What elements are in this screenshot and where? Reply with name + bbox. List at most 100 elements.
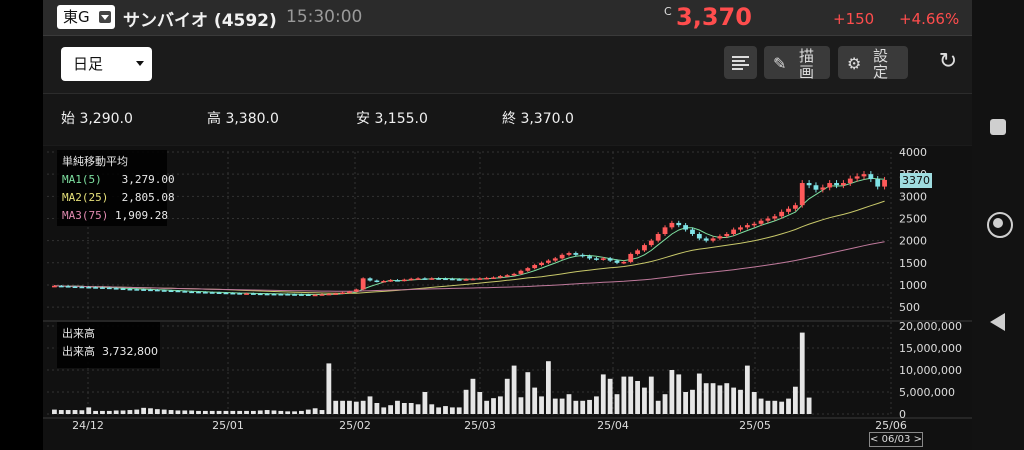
volume-bar (470, 378, 476, 414)
price-tick-label: 1500 (899, 257, 927, 270)
ma1-name: MA1(5) (62, 173, 102, 186)
volume-legend-row: 出来高 3,732,800 (62, 343, 158, 361)
volume-bar (532, 387, 538, 414)
volume-bar (676, 374, 682, 414)
chart-area[interactable]: 400035003000250020001500100050020,000,00… (43, 146, 972, 450)
candlestick-chart[interactable]: 400035003000250020001500100050020,000,00… (43, 146, 972, 450)
candle-body (65, 286, 71, 288)
candle-body (813, 185, 819, 190)
time-tick-label: 25/02 (339, 419, 371, 432)
ohlc-close-value: 3,370.0 (520, 111, 574, 127)
time-tick-label: 25/04 (597, 419, 629, 432)
volume-bar (285, 411, 291, 414)
volume-bar (401, 403, 407, 414)
volume-bar (408, 403, 414, 414)
candle-body (86, 286, 92, 289)
candle-body (189, 291, 195, 294)
volume-bar (799, 332, 805, 414)
settings-button[interactable]: ⚙ 設定 (838, 46, 908, 79)
candle-body (422, 278, 428, 280)
ohlc-close: 終 3,370.0 (502, 108, 574, 128)
indicator-list-button[interactable] (724, 46, 757, 79)
candle-body (127, 288, 133, 291)
candle-body (690, 229, 695, 234)
volume-legend-title: 出来高 (62, 327, 95, 340)
candle-body (628, 253, 634, 262)
candle-body (559, 254, 565, 259)
period-select[interactable]: 日足 (61, 47, 152, 81)
candle-body (765, 218, 771, 221)
candle-body (669, 222, 675, 228)
candle-body (861, 174, 867, 177)
candle-body (223, 292, 229, 295)
volume-bar (161, 409, 167, 414)
pencil-icon: ✎ (773, 54, 787, 73)
volume-tick-label: 5,000,000 (899, 386, 955, 399)
volume-bar (724, 383, 730, 414)
market-select[interactable]: 東G (57, 5, 115, 29)
date-cursor-tag[interactable]: < 06/03 > (869, 432, 923, 447)
candle-body (113, 288, 119, 290)
candle-body (367, 278, 373, 281)
volume-bar (415, 404, 421, 414)
volume-tick-label: 15,000,000 (899, 342, 962, 355)
candle-body (292, 294, 297, 296)
back-icon[interactable] (986, 310, 1010, 334)
volume-tick-label: 10,000,000 (899, 364, 962, 377)
candle-body (106, 287, 112, 290)
volume-bar (456, 407, 462, 414)
time-tick-label: 25/05 (739, 419, 771, 432)
volume-bar (545, 361, 551, 414)
candle-body (635, 250, 640, 254)
candle-body (497, 276, 503, 278)
gear-icon: ⚙ (847, 54, 862, 73)
volume-bar (559, 398, 565, 414)
candle-body (882, 179, 887, 187)
volume-label: 出来高 (62, 345, 95, 358)
candle-body (299, 294, 304, 296)
volume-value: 3,732,800 (102, 345, 158, 358)
candle-body (758, 220, 764, 224)
volume-bar (65, 410, 71, 414)
volume-bar (100, 410, 105, 414)
volume-bar (710, 383, 716, 414)
volume-bar (600, 374, 606, 414)
draw-button[interactable]: ✎ 描画 (764, 46, 830, 79)
volume-bar (587, 399, 592, 414)
candle-body (353, 289, 359, 292)
candle-body (580, 254, 586, 257)
volume-bar (491, 398, 496, 414)
volume-bar (360, 400, 366, 414)
candle-body (806, 183, 812, 186)
candle-body (724, 234, 730, 237)
period-select-value: 日足 (73, 55, 104, 73)
chart-app: 東G サンバイオ (4592) 15:30:00 C 3,370 +150 +4… (43, 0, 972, 450)
volume-bar (552, 398, 558, 414)
volume-bar (381, 407, 387, 414)
draw-button-label: 描画 (799, 48, 827, 79)
volume-bar (237, 410, 243, 414)
stock-name: サンバイオ (4592) (123, 11, 277, 31)
volume-bar (580, 400, 586, 414)
volume-bar (786, 398, 791, 414)
candle-body (216, 292, 222, 295)
ma-legend: 単純移動平均 MA1(5) 3,279.00 MA2(25) 2,805.08 … (57, 150, 175, 226)
volume-bar (648, 376, 654, 414)
recent-apps-icon[interactable] (986, 115, 1010, 139)
candle-body (470, 278, 476, 281)
candle-body (532, 265, 538, 269)
ohlc-bar: 始 3,290.0 高 3,380.0 安 3,155.0 終 3,370.0 (43, 93, 972, 145)
volume-bar (148, 408, 153, 414)
volume-bar (72, 410, 78, 414)
refresh-icon[interactable]: ↻ (938, 49, 958, 74)
chevron-down-icon (99, 11, 111, 23)
home-icon[interactable] (986, 211, 1013, 238)
candle-body (847, 178, 853, 184)
volume-bar (340, 400, 345, 414)
volume-bar (367, 396, 373, 414)
volume-legend: 出来高 出来高 3,732,800 (57, 322, 160, 368)
candle-body (271, 293, 277, 296)
volume-bar (806, 397, 812, 414)
volume-bar (696, 373, 702, 414)
volume-bar (683, 392, 689, 414)
